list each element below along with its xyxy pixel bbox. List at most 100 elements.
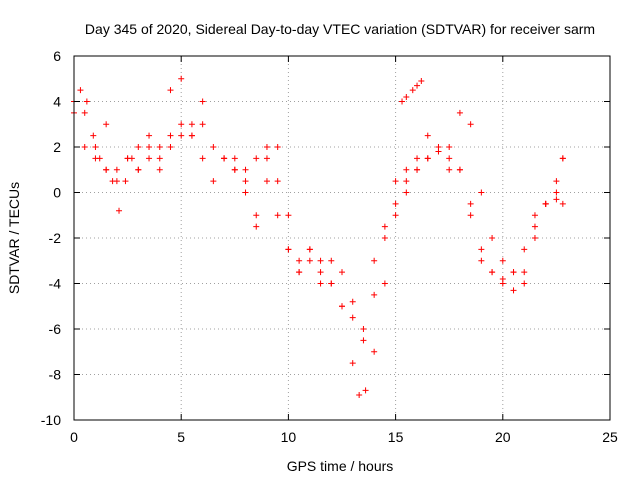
y-tick-label: -8 (49, 367, 62, 383)
y-tick-label: 6 (53, 48, 61, 64)
data-point (156, 166, 163, 173)
data-point (510, 269, 517, 276)
data-point (263, 144, 270, 150)
data-point (371, 291, 378, 298)
y-tick-labels: -10 -8 -6 -4 -2 0 2 4 6 (41, 48, 61, 428)
data-point (122, 178, 129, 185)
data-point (328, 280, 335, 287)
y-tick-label: 2 (53, 139, 61, 155)
data-point (242, 178, 249, 185)
data-point (116, 207, 123, 214)
data-point (90, 132, 97, 139)
data-point (124, 155, 131, 162)
data-point (403, 178, 410, 185)
x-tick-labels: 0 5 10 15 20 25 (70, 429, 618, 445)
y-tick-label: 0 (53, 185, 61, 201)
data-point (531, 223, 538, 230)
data-point (360, 337, 367, 344)
data-point (274, 178, 281, 185)
y-tick-label: -2 (49, 230, 62, 246)
data-point (317, 280, 324, 287)
data-point (499, 257, 506, 264)
data-point (178, 75, 185, 82)
data-point (210, 144, 217, 150)
data-point (467, 212, 474, 219)
data-point (103, 121, 110, 128)
series-track-b (71, 98, 566, 344)
data-point (499, 275, 506, 282)
data-point (81, 109, 88, 116)
data-point (178, 132, 185, 139)
data-point (446, 166, 453, 173)
data-point (263, 155, 270, 162)
y-tick-label: -6 (49, 321, 62, 337)
data-point (274, 144, 281, 150)
series-track-c (81, 75, 566, 332)
data-point (167, 144, 174, 150)
data-point (409, 87, 416, 94)
data-point (92, 155, 99, 162)
data-point (349, 314, 356, 321)
data-point (285, 212, 292, 219)
data-series (71, 75, 566, 398)
data-point (306, 257, 313, 264)
data-point (424, 155, 431, 162)
chart-title: Day 345 of 2020, Sidereal Day-to-day VTE… (85, 21, 595, 37)
data-point (489, 269, 496, 276)
data-point (531, 212, 538, 219)
series-track-a (71, 87, 566, 398)
data-point (381, 223, 388, 230)
data-point (146, 132, 153, 139)
data-point (467, 121, 474, 128)
x-tick-label: 5 (177, 429, 185, 445)
data-point (221, 155, 228, 162)
data-point (392, 212, 399, 219)
data-point (103, 166, 110, 173)
data-point (210, 178, 217, 185)
x-axis-label: GPS time / hours (287, 458, 394, 474)
data-point (371, 348, 378, 355)
data-point (317, 257, 324, 264)
data-point (521, 280, 528, 287)
data-point (199, 155, 206, 162)
data-point (296, 257, 303, 264)
data-point (146, 155, 153, 162)
data-point (381, 280, 388, 287)
x-tick-label: 20 (495, 429, 511, 445)
data-point (381, 235, 388, 241)
data-point (521, 269, 528, 276)
data-point (467, 200, 474, 207)
data-point (362, 387, 369, 394)
x-tick-label: 10 (281, 429, 297, 445)
grid-lines (74, 56, 610, 420)
data-point (274, 212, 281, 219)
data-point (403, 189, 410, 196)
x-tick-label: 0 (70, 429, 78, 445)
data-point (135, 144, 142, 150)
data-point (531, 235, 538, 241)
data-point (435, 144, 442, 150)
data-point (306, 246, 313, 253)
data-point (242, 166, 249, 173)
data-point (414, 166, 421, 173)
data-point (242, 189, 249, 196)
data-point (339, 269, 345, 276)
data-point (510, 287, 517, 294)
data-point (478, 246, 485, 253)
data-point (403, 166, 410, 173)
data-point (167, 132, 174, 139)
y-tick-label: 4 (53, 94, 61, 110)
data-point (328, 257, 335, 264)
data-point (146, 144, 153, 150)
data-point (446, 155, 453, 162)
data-point (456, 166, 463, 173)
x-tick-label: 15 (388, 429, 404, 445)
data-point (339, 303, 345, 310)
data-point (371, 257, 378, 264)
data-point (349, 360, 356, 367)
data-point (231, 166, 238, 173)
y-tick-label: -4 (49, 276, 62, 292)
data-point (81, 144, 88, 150)
data-point (92, 144, 99, 150)
data-point (199, 98, 206, 105)
